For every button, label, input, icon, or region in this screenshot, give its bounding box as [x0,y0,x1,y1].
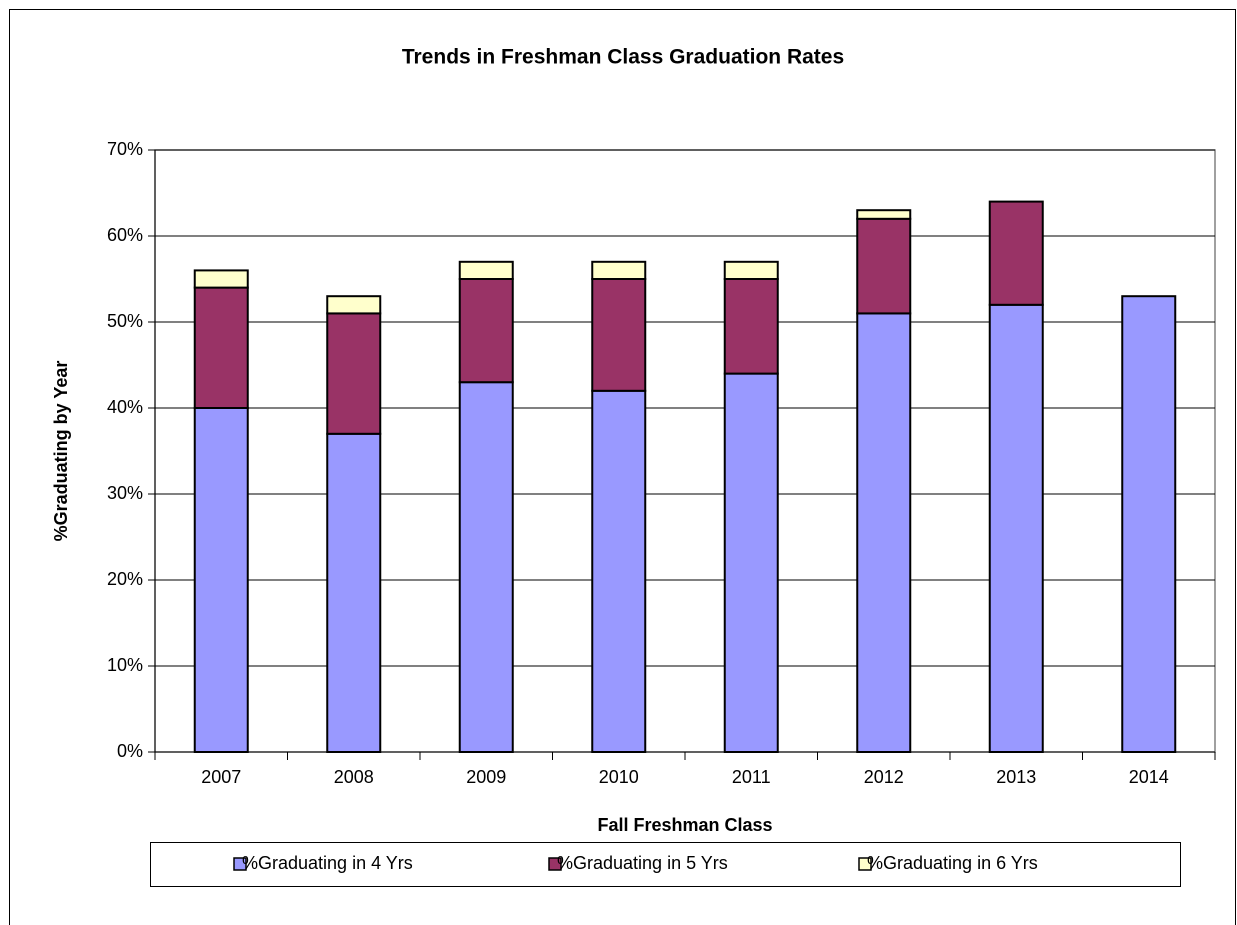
bar-segment [856,217,912,315]
legend-label: %Graduating in 4 Yrs [242,853,413,873]
bar-segment [723,372,779,753]
bar-segment [988,303,1044,753]
bar-segment [458,278,514,384]
y-tick-label: 0% [117,741,143,761]
legend-box [150,842,1181,887]
bar-segment [591,389,647,753]
y-tick-label: 30% [107,483,143,503]
bar-segment [193,407,249,753]
bar-segment [193,286,249,410]
x-tick-label: 2013 [996,767,1036,787]
y-tick-label: 20% [107,569,143,589]
y-tick-label: 60% [107,225,143,245]
legend-label: %Graduating in 6 Yrs [867,853,1038,873]
y-tick-label: 70% [107,139,143,159]
y-tick-label: 10% [107,655,143,675]
bar-segment [1121,295,1177,753]
x-tick-label: 2014 [1129,767,1169,787]
legend-label: %Graduating in 5 Yrs [557,853,728,873]
y-tick-label: 40% [107,397,143,417]
bar-segment [326,312,382,435]
bar-segment [856,312,912,753]
bar-segment [723,260,779,280]
legend-swatch [548,857,562,871]
x-tick-label: 2012 [864,767,904,787]
bar-segment [591,260,647,280]
legend-swatch [233,857,247,871]
bar-segment [193,269,249,289]
bar-segment [988,200,1044,306]
legend-swatch [858,857,872,871]
bar-segment [326,295,382,315]
bar-segment [458,381,514,753]
x-tick-label: 2009 [466,767,506,787]
x-axis-label: Fall Freshman Class [597,815,772,835]
chart-title: Trends in Freshman Class Graduation Rate… [402,46,844,69]
bar-segment [458,260,514,280]
bar-segment [723,278,779,375]
x-tick-label: 2008 [334,767,374,787]
x-tick-label: 2010 [599,767,639,787]
x-tick-label: 2011 [732,767,771,787]
y-tick-label: 50% [107,311,143,331]
x-tick-label: 2007 [201,767,241,787]
y-axis-label: %Graduating by Year [51,361,71,542]
bar-segment [326,432,382,753]
plot-area [154,149,1216,753]
bar-segment [591,278,647,392]
bar-segment [856,209,912,220]
